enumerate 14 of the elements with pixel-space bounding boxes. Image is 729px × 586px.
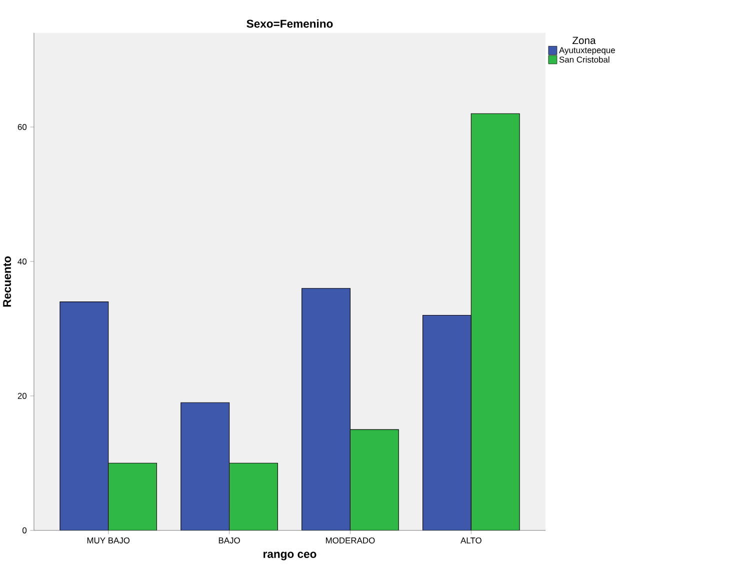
y-tick-label: 60 bbox=[18, 124, 27, 130]
y-tick-label: 0 bbox=[22, 527, 27, 534]
y-tick-label: 20 bbox=[18, 392, 27, 399]
x-tick-label: MODERADO bbox=[326, 538, 375, 544]
legend-title: Zona bbox=[572, 36, 596, 44]
legend-label: San Cristobal bbox=[559, 56, 610, 63]
legend-label: Ayutuxtepeque bbox=[559, 47, 615, 55]
x-tick-label: ALTO bbox=[460, 538, 482, 544]
y-axis-title: Recuento bbox=[3, 256, 12, 307]
x-tick-label: MUY BAJO bbox=[87, 538, 130, 544]
chart-title: Sexo=Femenino bbox=[246, 19, 333, 28]
y-tick-label: 40 bbox=[18, 258, 27, 265]
x-axis-title: rango ceo bbox=[264, 552, 316, 560]
x-tick-label: BAJO bbox=[218, 538, 240, 544]
